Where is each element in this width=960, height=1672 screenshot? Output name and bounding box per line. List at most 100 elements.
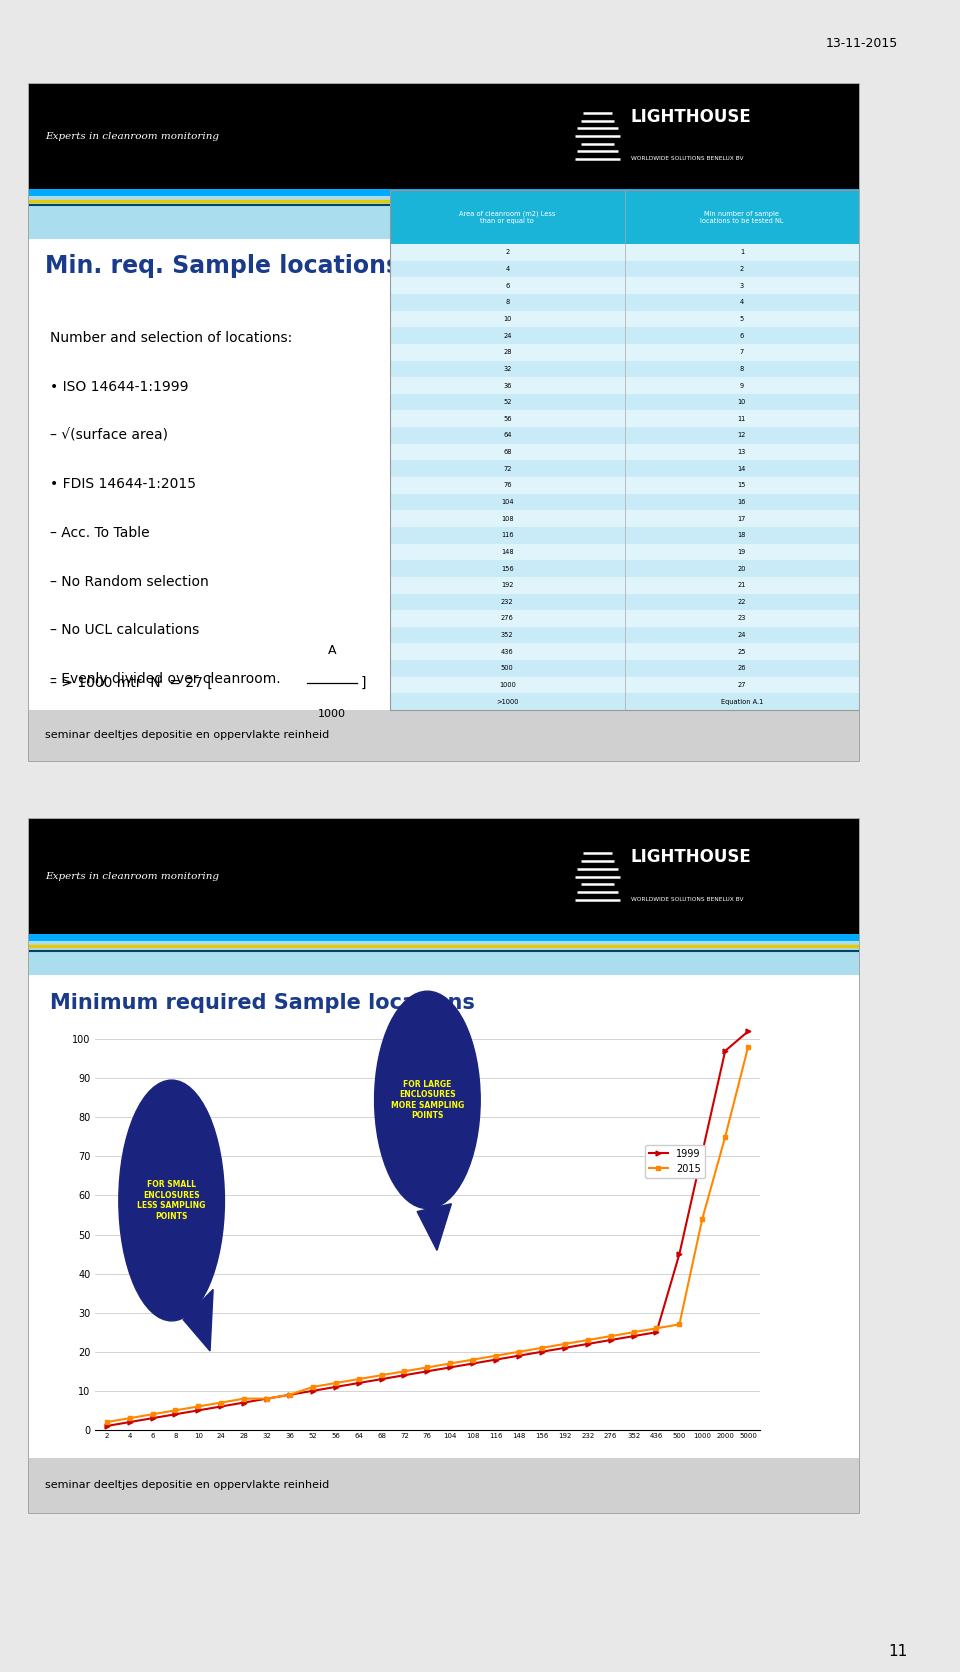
FancyBboxPatch shape: [390, 560, 859, 577]
Text: – > 1000 mtr  N  = 27 [: – > 1000 mtr N = 27 [: [50, 675, 212, 691]
Text: A: A: [327, 644, 336, 657]
Text: Experts in cleanroom monitoring: Experts in cleanroom monitoring: [45, 132, 220, 140]
2015: [514, 1341, 525, 1361]
2015: [238, 1389, 250, 1409]
2015: [101, 1413, 112, 1433]
Text: 23: 23: [737, 615, 746, 622]
FancyBboxPatch shape: [390, 527, 859, 543]
1999: [651, 1323, 662, 1343]
2015: [330, 1373, 342, 1393]
1999: [124, 1413, 135, 1433]
Text: 4: 4: [740, 299, 744, 306]
2015: [742, 1037, 754, 1057]
2015: [491, 1346, 502, 1366]
FancyBboxPatch shape: [390, 644, 859, 660]
FancyBboxPatch shape: [390, 510, 859, 527]
FancyBboxPatch shape: [390, 395, 859, 410]
2015: [147, 1404, 158, 1425]
Text: 11: 11: [738, 416, 746, 421]
1999: [330, 1376, 342, 1396]
Text: seminar deeltjes depositie en oppervlakte reinheid: seminar deeltjes depositie en oppervlakt…: [45, 731, 329, 741]
Text: 17: 17: [737, 515, 746, 522]
FancyBboxPatch shape: [29, 189, 859, 242]
Text: 24: 24: [503, 333, 512, 339]
Text: 20: 20: [737, 565, 746, 572]
2015: [719, 1127, 731, 1147]
FancyBboxPatch shape: [29, 975, 859, 1458]
Text: 10: 10: [737, 400, 746, 405]
Text: 5: 5: [740, 316, 744, 323]
FancyBboxPatch shape: [390, 191, 859, 244]
Text: Equation A.1: Equation A.1: [721, 699, 763, 704]
Text: 36: 36: [503, 383, 512, 388]
Text: 19: 19: [738, 548, 746, 555]
Text: 28: 28: [503, 349, 512, 354]
1999: [398, 1364, 410, 1384]
Text: 276: 276: [501, 615, 514, 622]
Text: 436: 436: [501, 649, 514, 655]
Text: 10: 10: [503, 316, 512, 323]
Text: 16: 16: [737, 498, 746, 505]
FancyBboxPatch shape: [29, 711, 859, 761]
1999: [421, 1361, 433, 1381]
Text: – Acc. To Table: – Acc. To Table: [50, 527, 149, 540]
2015: [444, 1353, 456, 1373]
2015: [307, 1376, 319, 1396]
FancyBboxPatch shape: [29, 933, 859, 990]
Text: Experts in cleanroom monitoring: Experts in cleanroom monitoring: [45, 873, 220, 881]
1999: [375, 1369, 387, 1389]
FancyBboxPatch shape: [390, 294, 859, 311]
FancyBboxPatch shape: [29, 819, 859, 1513]
FancyBboxPatch shape: [29, 84, 859, 189]
Text: 8: 8: [505, 299, 510, 306]
Line: 2015: 2015: [105, 1045, 751, 1425]
1999: [628, 1326, 639, 1346]
2015: [468, 1349, 479, 1369]
Text: 7: 7: [740, 349, 744, 354]
FancyBboxPatch shape: [390, 244, 859, 261]
2015: [697, 1209, 708, 1229]
Text: LIGHTHOUSE: LIGHTHOUSE: [631, 109, 752, 125]
2015: [628, 1323, 639, 1343]
1999: [353, 1373, 365, 1393]
Text: 9: 9: [740, 383, 744, 388]
1999: [170, 1404, 181, 1425]
Text: 22: 22: [737, 599, 746, 605]
FancyBboxPatch shape: [390, 361, 859, 378]
FancyBboxPatch shape: [390, 460, 859, 477]
Text: 13: 13: [738, 450, 746, 455]
Text: WORLDWIDE SOLUTIONS BENELUX BV: WORLDWIDE SOLUTIONS BENELUX BV: [631, 896, 743, 901]
Text: 6: 6: [740, 333, 744, 339]
1999: [582, 1334, 593, 1354]
Text: – Evenly divided over cleanroom.: – Evenly divided over cleanroom.: [50, 672, 280, 686]
2015: [353, 1369, 365, 1389]
Text: LIGHTHOUSE: LIGHTHOUSE: [631, 848, 752, 866]
1999: [674, 1244, 685, 1264]
2015: [582, 1329, 593, 1349]
1999: [284, 1384, 296, 1404]
1999: [193, 1401, 204, 1421]
2015: [284, 1384, 296, 1404]
FancyBboxPatch shape: [390, 261, 859, 278]
FancyBboxPatch shape: [29, 239, 859, 711]
1999: [444, 1358, 456, 1378]
FancyBboxPatch shape: [390, 426, 859, 443]
Text: Number and selection of locations:: Number and selection of locations:: [50, 331, 292, 344]
Text: 500: 500: [501, 665, 514, 672]
Text: 14: 14: [737, 466, 746, 472]
1999: [514, 1346, 525, 1366]
Text: 4: 4: [505, 266, 510, 273]
FancyBboxPatch shape: [390, 577, 859, 594]
1999: [697, 1142, 708, 1162]
FancyBboxPatch shape: [390, 410, 859, 426]
Text: 156: 156: [501, 565, 514, 572]
Text: 352: 352: [501, 632, 514, 639]
Text: 56: 56: [503, 416, 512, 421]
Text: 68: 68: [503, 450, 512, 455]
Text: 148: 148: [501, 548, 514, 555]
2015: [674, 1314, 685, 1334]
Text: 3: 3: [740, 283, 744, 289]
1999: [101, 1416, 112, 1436]
Line: 1999: 1999: [105, 1028, 751, 1428]
Text: 64: 64: [503, 433, 512, 438]
